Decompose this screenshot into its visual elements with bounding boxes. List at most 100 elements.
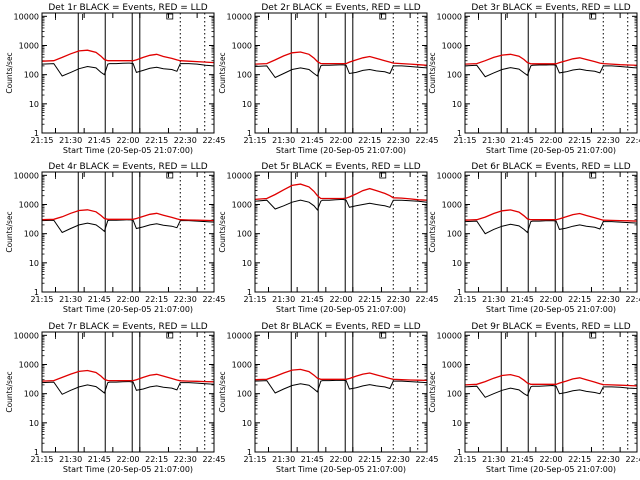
y-tick-label: 100	[447, 71, 462, 80]
x-tick-label: 21:45	[88, 295, 111, 304]
x-tick-label: 21:45	[511, 455, 534, 464]
panel-title: Det 2r BLACK = Events, RED = LLD	[261, 3, 420, 13]
series-line-lld	[41, 369, 215, 383]
x-tick-label: 21:30	[272, 136, 295, 145]
series-line-lld	[464, 53, 638, 66]
y-tick-label: 100	[24, 230, 39, 239]
y-tick-label: 1000	[19, 200, 39, 209]
x-tick-label: 22:00	[539, 295, 562, 304]
y-axis-label: Counts/sec	[5, 211, 14, 252]
x-tick-label: 22:15	[145, 455, 168, 464]
x-tick-label: 22:30	[597, 455, 620, 464]
panel-title: Det 4r BLACK = Events, RED = LLD	[48, 162, 207, 172]
x-tick-label: 22:30	[387, 136, 410, 145]
plot-frame	[41, 331, 215, 453]
x-tick-label: 22:45	[625, 136, 640, 145]
x-tick-label: 22:15	[358, 295, 381, 304]
y-tick-label: 10000	[227, 12, 252, 21]
x-axis-label: Start Time (20-Sep-05 21:07:00)	[276, 465, 406, 474]
attenuator-flag-marker	[379, 13, 387, 20]
x-tick-label: 21:30	[482, 295, 505, 304]
x-tick-label: 22:15	[358, 455, 381, 464]
y-tick-label: 1	[34, 448, 39, 457]
x-tick-label: 22:00	[539, 136, 562, 145]
x-axis-label: Start Time (20-Sep-05 21:07:00)	[276, 305, 406, 314]
y-tick-label: 100	[447, 390, 462, 399]
plot-frame	[254, 331, 428, 453]
y-axis-label: Counts/sec	[428, 211, 437, 252]
series-line-events	[254, 64, 428, 79]
y-tick-label: 1	[457, 129, 462, 138]
x-tick-label: 22:45	[625, 295, 640, 304]
x-tick-label: 21:15	[453, 136, 476, 145]
y-tick-label: 100	[237, 71, 252, 80]
panel-6: Det 6r BLACK = Events, RED = LLD Counts/s…	[428, 162, 640, 314]
y-tick-label: 1	[247, 448, 252, 457]
panel-2: Det 2r BLACK = Events, RED = LLD Counts/s…	[218, 3, 439, 155]
y-tick-label: 1	[247, 288, 252, 297]
y-axis-label: Counts/sec	[218, 371, 227, 412]
y-tick-label: 1	[457, 288, 462, 297]
attenuator-flag-marker	[166, 332, 174, 339]
attenuator-flag-marker	[589, 332, 597, 339]
x-tick-label: 22:45	[625, 455, 640, 464]
x-tick-label: 21:15	[30, 136, 53, 145]
x-tick-label: 22:00	[329, 455, 352, 464]
x-tick-label: 21:15	[453, 455, 476, 464]
x-tick-label: 22:45	[202, 136, 225, 145]
y-tick-label: 10000	[227, 171, 252, 180]
x-axis-label: Start Time (20-Sep-05 21:07:00)	[486, 305, 616, 314]
series-line-lld	[254, 368, 428, 382]
x-tick-label: 22:30	[597, 136, 620, 145]
panel-title: Det 6r BLACK = Events, RED = LLD	[471, 162, 630, 172]
series-line-lld	[41, 209, 215, 222]
y-tick-label: 100	[24, 71, 39, 80]
x-tick-label: 22:00	[539, 455, 562, 464]
x-tick-label: 22:30	[174, 295, 197, 304]
y-tick-label: 100	[237, 230, 252, 239]
series-line-events	[41, 62, 215, 77]
plot-frame	[41, 12, 215, 134]
series-line-lld	[254, 51, 428, 66]
x-tick-label: 21:45	[301, 295, 324, 304]
series-line-events	[464, 64, 638, 78]
panel-title: Det 8r BLACK = Events, RED = LLD	[261, 322, 420, 332]
x-axis-label: Start Time (20-Sep-05 21:07:00)	[486, 465, 616, 474]
y-tick-label: 100	[24, 390, 39, 399]
y-tick-label: 10000	[14, 331, 39, 340]
series-line-lld	[254, 183, 428, 201]
series-line-lld	[41, 49, 215, 64]
y-tick-label: 1000	[442, 200, 462, 209]
y-tick-label: 10000	[14, 171, 39, 180]
panel-3: Det 3r BLACK = Events, RED = LLD Counts/s…	[428, 3, 640, 155]
y-tick-label: 1000	[232, 41, 252, 50]
series-line-events	[254, 198, 428, 211]
y-tick-label: 10000	[437, 331, 462, 340]
series-line-events	[41, 381, 215, 395]
y-tick-label: 10000	[437, 171, 462, 180]
attenuator-flag-marker	[379, 332, 387, 339]
y-tick-label: 100	[237, 390, 252, 399]
x-tick-label: 22:45	[202, 295, 225, 304]
x-tick-label: 21:30	[59, 295, 82, 304]
x-tick-label: 22:00	[116, 136, 139, 145]
x-tick-label: 21:30	[482, 455, 505, 464]
attenuator-flag-marker	[166, 172, 174, 179]
x-tick-label: 22:30	[174, 455, 197, 464]
x-tick-label: 22:00	[329, 136, 352, 145]
x-tick-label: 21:30	[272, 455, 295, 464]
x-axis-label: Start Time (20-Sep-05 21:07:00)	[486, 146, 616, 155]
y-tick-label: 1000	[19, 41, 39, 50]
y-tick-label: 1000	[232, 200, 252, 209]
series-line-lld	[464, 373, 638, 387]
y-axis-label: Counts/sec	[5, 52, 14, 93]
x-tick-label: 21:45	[88, 455, 111, 464]
x-tick-label: 22:00	[329, 295, 352, 304]
y-tick-label: 10	[242, 100, 252, 109]
y-axis-label: Counts/sec	[428, 52, 437, 93]
x-tick-label: 21:45	[301, 136, 324, 145]
x-tick-label: 21:15	[30, 455, 53, 464]
x-tick-label: 21:45	[88, 136, 111, 145]
panel-4: Det 4r BLACK = Events, RED = LLD Counts/s…	[5, 162, 226, 314]
